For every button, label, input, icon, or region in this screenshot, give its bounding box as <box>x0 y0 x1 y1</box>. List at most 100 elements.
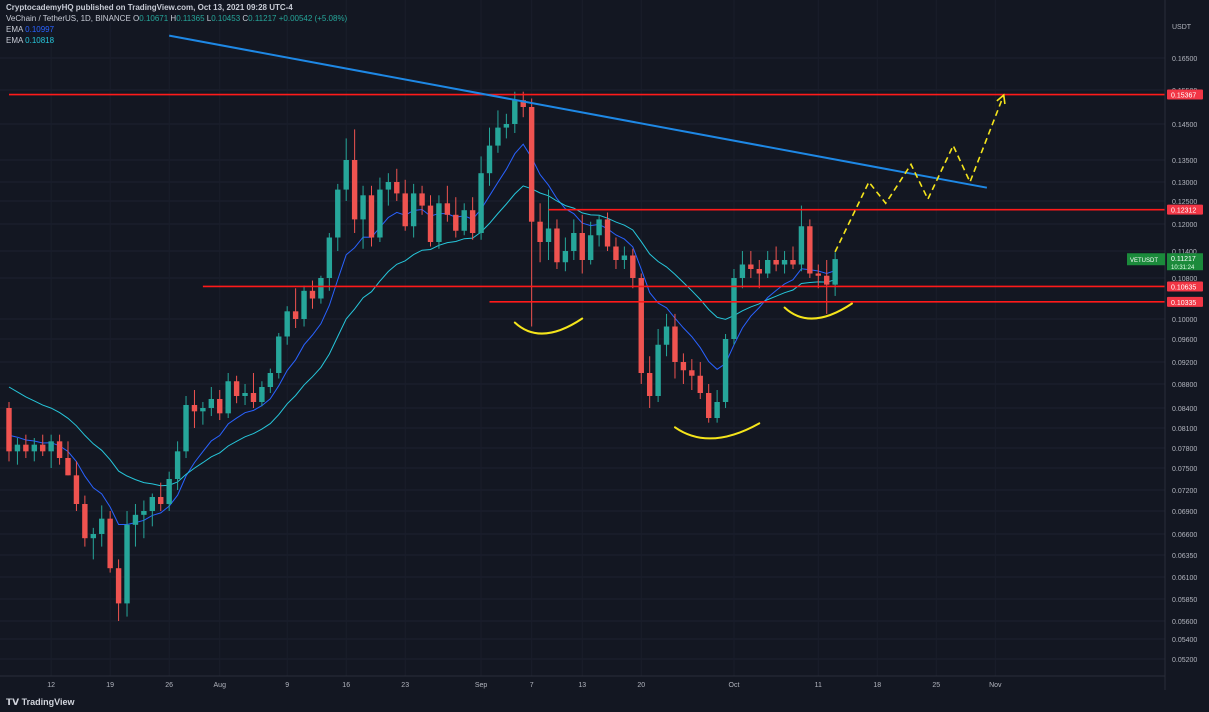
candle[interactable] <box>115 559 122 621</box>
time-axis[interactable]: 12 19 26 Aug 9 16 23 Sep 7 13 20 Oct 11 18 25 Nov <box>47 682 1002 689</box>
candle[interactable] <box>655 329 661 402</box>
candle[interactable] <box>267 368 274 393</box>
candle[interactable] <box>596 214 602 247</box>
candle[interactable] <box>183 396 189 458</box>
candle[interactable] <box>748 251 754 278</box>
candle[interactable] <box>132 504 139 547</box>
price-axis[interactable]: 0.165000.155000.145000.135000.130000.125… <box>1172 24 1197 664</box>
candle[interactable] <box>461 203 467 236</box>
candle[interactable] <box>613 237 619 270</box>
candle[interactable] <box>528 98 535 327</box>
candle[interactable] <box>815 264 821 289</box>
candle[interactable] <box>410 183 417 238</box>
smile-curve[interactable] <box>673 422 761 440</box>
horizontal-levels[interactable] <box>9 93 1165 303</box>
candle[interactable] <box>309 280 316 309</box>
candle[interactable] <box>233 375 240 404</box>
candle[interactable] <box>604 212 611 252</box>
candle[interactable] <box>781 251 788 274</box>
candle[interactable] <box>714 390 720 423</box>
candle[interactable] <box>689 359 695 390</box>
candle[interactable] <box>40 434 46 456</box>
candle[interactable] <box>65 441 71 476</box>
candle[interactable] <box>705 384 712 423</box>
candle[interactable] <box>436 195 442 249</box>
candle[interactable] <box>486 127 493 186</box>
candle[interactable] <box>292 288 299 328</box>
candles[interactable] <box>6 91 838 621</box>
candle[interactable] <box>587 221 594 265</box>
candle[interactable] <box>419 185 425 215</box>
candle[interactable] <box>335 183 341 251</box>
candle[interactable] <box>82 495 88 547</box>
candle[interactable] <box>638 273 644 385</box>
candle[interactable] <box>765 251 771 278</box>
candle[interactable] <box>368 185 375 247</box>
candle[interactable] <box>377 177 383 242</box>
candle[interactable] <box>427 195 434 247</box>
candle[interactable] <box>225 373 231 418</box>
candle[interactable] <box>360 185 366 249</box>
candle[interactable] <box>798 205 805 272</box>
candle[interactable] <box>149 493 156 527</box>
candle[interactable] <box>832 252 838 296</box>
candle[interactable] <box>739 251 746 289</box>
candle[interactable] <box>773 246 779 272</box>
candle[interactable] <box>56 434 63 465</box>
candle[interactable] <box>503 113 510 139</box>
candle[interactable] <box>444 185 451 222</box>
candle[interactable] <box>663 313 670 357</box>
annotations[interactable] <box>168 34 1006 440</box>
candle[interactable] <box>453 197 459 238</box>
candle[interactable] <box>343 138 349 201</box>
candle[interactable] <box>200 402 206 425</box>
projection-path[interactable] <box>834 94 1005 253</box>
candle[interactable] <box>301 285 307 327</box>
candle[interactable] <box>318 275 324 304</box>
candle[interactable] <box>512 91 518 133</box>
candle[interactable] <box>385 173 392 206</box>
trendline[interactable] <box>168 34 988 189</box>
candle[interactable] <box>90 527 96 560</box>
ema-legend-1[interactable]: EMA 0.10997 <box>6 25 54 34</box>
smile-curve[interactable] <box>513 317 584 335</box>
ohlc-legend[interactable]: VeChain / TetherUS, 1D, BINANCE O0.10671… <box>6 14 347 23</box>
candle[interactable] <box>672 313 678 379</box>
candle[interactable] <box>402 179 408 231</box>
candle[interactable] <box>478 156 484 240</box>
tradingview-logo[interactable]: 𝗧𝗩 TradingView <box>6 697 74 708</box>
candle[interactable] <box>326 233 333 291</box>
candle[interactable] <box>191 390 198 428</box>
candle[interactable] <box>731 269 737 345</box>
candle[interactable] <box>217 390 223 420</box>
candle[interactable] <box>6 402 12 462</box>
candle[interactable] <box>174 441 181 490</box>
candle[interactable] <box>158 482 164 511</box>
smile-curve[interactable] <box>783 302 853 320</box>
candle[interactable] <box>571 219 577 260</box>
candle[interactable] <box>646 356 653 408</box>
candle[interactable] <box>394 168 400 201</box>
candle[interactable] <box>554 219 560 269</box>
candle[interactable] <box>250 373 257 408</box>
candle[interactable] <box>790 246 796 270</box>
candle[interactable] <box>99 505 105 547</box>
candle[interactable] <box>23 434 29 458</box>
candle[interactable] <box>141 500 147 539</box>
candle[interactable] <box>545 189 552 260</box>
candle[interactable] <box>259 381 265 407</box>
candle[interactable] <box>722 334 729 408</box>
candle[interactable] <box>680 353 687 384</box>
candle[interactable] <box>756 260 762 289</box>
candle[interactable] <box>276 333 282 379</box>
candle[interactable] <box>31 438 37 462</box>
candle[interactable] <box>284 306 290 345</box>
candle[interactable] <box>630 248 636 289</box>
candle[interactable] <box>48 434 54 468</box>
candle[interactable] <box>495 110 501 153</box>
candle[interactable] <box>166 471 172 511</box>
candle[interactable] <box>579 214 585 274</box>
candle[interactable] <box>807 219 813 278</box>
candle[interactable] <box>73 461 80 511</box>
candle[interactable] <box>562 237 569 272</box>
